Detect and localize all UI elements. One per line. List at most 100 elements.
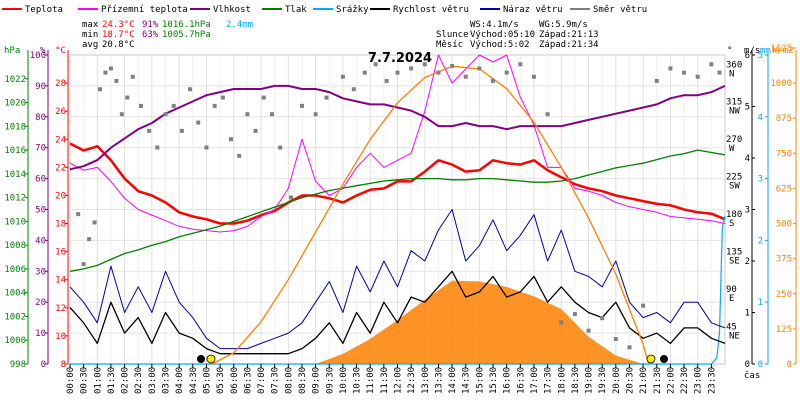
legend-label-prizemni: Přízemní teplota xyxy=(101,5,188,15)
x-tick-label: 09:30 xyxy=(325,367,335,394)
hpa-tick-label: 998 xyxy=(10,360,26,370)
pct-tick-label: 30 xyxy=(35,267,46,277)
pct-tick-label: 10 xyxy=(35,329,46,339)
ms-tick-label: 5 xyxy=(745,103,750,113)
wind-direction-point xyxy=(103,70,108,75)
c-tick-label: 10 xyxy=(55,332,66,342)
x-tick-label: 03:30 xyxy=(162,367,172,394)
x-tick-label: 06:30 xyxy=(243,367,253,394)
deg-tick-sector: NE xyxy=(729,332,740,342)
hpa-tick-label: 1006 xyxy=(4,265,26,275)
pct-tick-label: 90 xyxy=(35,82,46,92)
deg-tick-label: 360 xyxy=(726,60,742,70)
series-tlak xyxy=(69,149,726,272)
stats-min-temp: 18.7°C xyxy=(102,30,135,40)
pct-tick-label: 100 xyxy=(30,51,46,61)
wind-direction-point xyxy=(362,70,367,75)
c-tick-label: 16 xyxy=(55,248,66,258)
pct-tick-label: 60 xyxy=(35,175,46,185)
x-tick-label: 13:00 xyxy=(421,367,431,394)
wind-direction-point xyxy=(654,78,659,83)
wind-direction-point xyxy=(572,312,577,317)
moon-label: Měsíc xyxy=(436,40,463,50)
x-tick-label: 00:30 xyxy=(80,367,90,394)
wind-direction-point xyxy=(98,87,103,92)
series-n-raz-v-tru xyxy=(69,209,726,350)
deg-tick-sector: SE xyxy=(729,257,740,267)
wm2-tick-label: 875 xyxy=(776,114,792,124)
wind-direction-point xyxy=(384,78,389,83)
sun-rise-icon xyxy=(206,354,216,364)
x-tick-label: 12:30 xyxy=(407,367,417,394)
wind-direction-point xyxy=(586,328,591,333)
deg-axis-title: ° xyxy=(727,46,732,56)
stats-max-label: max xyxy=(82,20,99,30)
wind-speed-max: WS:4.1m/s xyxy=(470,20,519,30)
ms-axis-title: m/s xyxy=(744,46,760,56)
c-tick-label: 22 xyxy=(55,163,66,173)
wind-direction-point xyxy=(351,87,356,92)
wind-direction-point xyxy=(340,74,345,79)
moon-set: Západ:21:34 xyxy=(539,40,599,50)
pct-tick-label: 20 xyxy=(35,298,46,308)
x-tick-labels: 00:00 00:30 01:00 01:30 02:00 02:30 03:00 03:30… xyxy=(66,364,717,394)
x-tick-label: 10:00 xyxy=(339,367,349,394)
x-tick-label: 20:00 xyxy=(612,367,622,394)
wind-direction-point xyxy=(119,112,124,117)
x-tick-label: 01:30 xyxy=(107,367,117,394)
legend-label-tlak: Tlak xyxy=(285,5,307,15)
wm2-tick-label: 375 xyxy=(776,255,792,265)
x-tick-label: 05:30 xyxy=(216,367,226,394)
x-tick-label: 04:30 xyxy=(189,367,199,394)
mm-tick-label: 4 xyxy=(758,113,763,123)
legend-label-vlhkost: Vlhkost xyxy=(213,5,251,15)
grid xyxy=(69,54,726,365)
deg-tick-sector: S xyxy=(729,219,734,229)
x-tick-label: 08:00 xyxy=(284,367,294,394)
x-tick-label: 21:00 xyxy=(639,367,649,394)
wind-direction-point xyxy=(92,220,97,225)
wm2-tick-label: 1125 xyxy=(770,44,792,54)
x-tick-label: 02:30 xyxy=(134,367,144,394)
wm2-tick-label: 1000 xyxy=(770,79,792,89)
wind-direction-point xyxy=(463,74,468,79)
wind-direction-point xyxy=(682,70,687,75)
wind-direction-point xyxy=(188,87,193,92)
ms-tick-label: 2 xyxy=(745,257,750,267)
wm2-tick-label: 125 xyxy=(776,325,792,335)
wm2-tick-label: 750 xyxy=(776,149,792,159)
wind-direction-point xyxy=(138,103,143,108)
stats-min-label: min xyxy=(82,30,98,40)
hpa-tick-label: 1020 xyxy=(4,99,26,109)
ms-tick-label: 6 xyxy=(745,51,750,61)
x-tick-label: 14:30 xyxy=(462,367,472,394)
series-vlhkost xyxy=(69,84,726,171)
mm-tick-label: 5 xyxy=(758,51,763,61)
wind-direction-point xyxy=(717,70,722,75)
deg-tick-label: 45 xyxy=(726,323,737,333)
x-tick-label: 23:30 xyxy=(707,367,717,394)
axes: hPa9981000100210041006100810101012101410… xyxy=(4,44,797,370)
wind-direction-point xyxy=(373,62,378,67)
deg-tick-sector: NW xyxy=(729,107,740,117)
deg-tick-sector: N xyxy=(729,69,734,79)
x-tick-label: 07:00 xyxy=(257,367,267,394)
wind-direction-points xyxy=(76,62,722,350)
c-tick-label: 20 xyxy=(55,191,66,201)
series-sr-ky xyxy=(70,215,726,365)
wind-direction-point xyxy=(229,137,234,142)
wind-direction-point xyxy=(108,66,113,71)
wind-direction-point xyxy=(125,95,130,100)
legend-label-teplota: Teplota xyxy=(25,5,63,15)
wind-direction-point xyxy=(171,103,176,108)
hpa-tick-label: 1018 xyxy=(4,122,26,132)
wind-direction-point xyxy=(450,63,455,68)
stats-avg-label: avg xyxy=(82,40,98,50)
sun-set: Západ:21:13 xyxy=(539,30,599,40)
x-axis-label: čas xyxy=(744,370,760,381)
x-tick-label: 05:00 xyxy=(202,367,212,394)
chart-title: 7.7.2024 xyxy=(368,51,432,66)
x-tick-label: 19:00 xyxy=(585,367,595,394)
